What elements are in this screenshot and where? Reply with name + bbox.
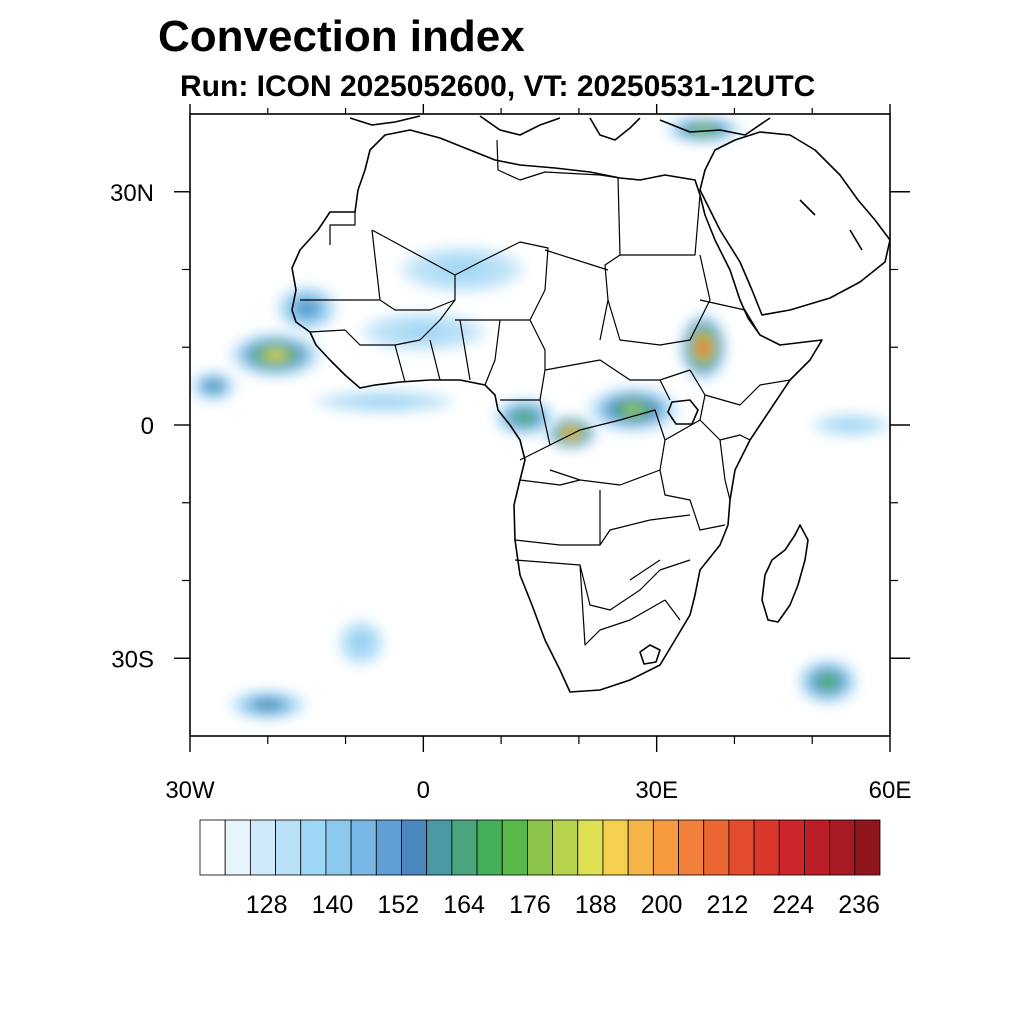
convection-cell	[796, 658, 859, 705]
convection-contour	[370, 399, 399, 405]
convection-cell	[400, 246, 525, 293]
colorbar-box	[476, 819, 503, 876]
europe-coastline	[349, 115, 771, 141]
arabian-islands	[799, 199, 863, 251]
convection-cell	[314, 390, 455, 414]
southern-africa-borders	[514, 479, 691, 646]
colorbar-box	[350, 819, 377, 876]
colorbar-box	[300, 819, 327, 876]
colorbar-box	[451, 819, 478, 876]
x-tick-label: 30W	[165, 777, 215, 804]
y-tick-label: 30N	[110, 180, 154, 207]
west-africa-borders	[309, 299, 530, 386]
chart-title: Convection index	[158, 12, 525, 61]
x-tick-label: 30E	[635, 777, 678, 804]
convection-contour	[260, 701, 276, 709]
country-borders	[300, 139, 791, 646]
colorbar-box	[753, 819, 780, 876]
colorbar-box	[325, 819, 352, 876]
convection-cell	[586, 386, 680, 433]
colorbar-label: 236	[838, 891, 880, 919]
convection-cell	[493, 397, 556, 437]
madagascar-coastline	[761, 524, 809, 623]
convection-contour	[698, 340, 709, 355]
convection-contour	[843, 422, 859, 428]
colorbar-label: 152	[377, 891, 419, 919]
colorbar-box	[627, 819, 654, 876]
colorbar-box	[829, 819, 856, 876]
chart-subtitle: Run: ICON 2025052600, VT: 20250531-12UTC	[180, 70, 816, 103]
convection-contour	[518, 413, 531, 422]
convection-contour	[208, 383, 218, 390]
y-tick-label: 30S	[111, 646, 154, 673]
colorbar-box	[426, 819, 453, 876]
colorbar-box	[728, 819, 755, 876]
convection-cell	[190, 370, 237, 402]
colorbar-box	[501, 819, 528, 876]
colorbar-box	[224, 819, 251, 876]
north-africa-borders	[300, 139, 711, 370]
colorbar-label: 140	[312, 891, 354, 919]
colorbar-box	[401, 819, 428, 876]
x-tick-label: 60E	[869, 777, 912, 804]
convection-cell	[228, 331, 323, 379]
convection-contour	[449, 264, 475, 275]
colorbar-box	[778, 819, 805, 876]
convection-contour	[300, 303, 313, 314]
colorbar-label: 188	[575, 891, 617, 919]
colorbar-label: 212	[707, 891, 749, 919]
colorbar-box	[275, 819, 302, 876]
map-area	[190, 114, 890, 736]
convection-cell	[812, 413, 890, 437]
colorbar-label: 200	[641, 891, 683, 919]
colorbar: 128 140 152 164 176 188 200 212 224 236	[199, 819, 881, 919]
colorbar-box	[577, 819, 604, 876]
colorbar-label: 176	[509, 891, 551, 919]
x-tick-label: 0	[417, 777, 430, 804]
colorbar-box	[602, 819, 629, 876]
convection-contour	[410, 327, 436, 336]
convection-cell	[275, 285, 338, 332]
colorbar-label: 224	[772, 891, 814, 919]
lesotho-border	[639, 644, 661, 665]
east-africa-borders	[659, 299, 761, 531]
colorbar-box	[375, 819, 402, 876]
colorbar-label: 164	[443, 891, 485, 919]
convection-cell	[361, 312, 486, 352]
colorbar-box	[199, 819, 226, 876]
colorbar-box	[527, 819, 553, 876]
colorbar-label: 128	[246, 891, 288, 919]
map-axis-ticks: 30W 0 30E 60E 30N 0 30S	[110, 104, 911, 804]
colorbar-box	[249, 819, 276, 876]
y-tick-label: 0	[141, 413, 154, 440]
convection-contour	[266, 350, 285, 360]
convection-contour	[624, 404, 643, 415]
colorbar-box	[703, 819, 730, 876]
arabia-coastline	[699, 131, 890, 316]
convection-cell	[228, 689, 307, 721]
convection-contour	[565, 429, 577, 437]
colorbar-box	[678, 819, 705, 876]
colorbar-box	[652, 819, 679, 876]
colorbar-box	[854, 819, 881, 876]
colorbar-box	[552, 819, 579, 876]
convection-cell	[664, 115, 743, 144]
convection-contour	[356, 638, 366, 648]
colorbar-box	[804, 819, 831, 876]
convection-cell	[337, 619, 385, 667]
convection-contour	[821, 676, 834, 687]
